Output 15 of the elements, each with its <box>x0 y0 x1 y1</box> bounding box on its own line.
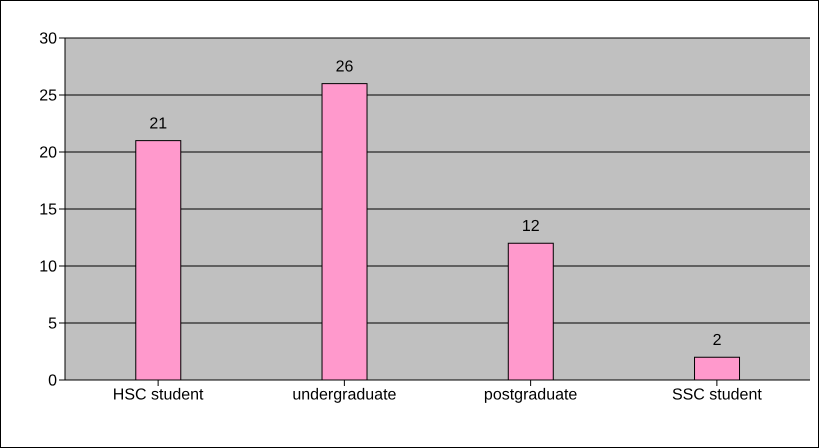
data-label: 21 <box>149 116 168 133</box>
y-tick-label: 25 <box>39 88 58 105</box>
y-tick-label: 5 <box>48 316 58 333</box>
x-tick-label: postgraduate <box>484 386 578 404</box>
x-tick-label: HSC student <box>112 386 204 404</box>
y-tick-label: 20 <box>39 144 58 162</box>
x-tick-label: SSC student <box>672 386 762 404</box>
y-tick-label: 30 <box>39 30 58 48</box>
y-tick-label: 0 <box>48 372 58 390</box>
data-label: 12 <box>522 218 540 236</box>
y-tick-label: 10 <box>39 258 58 276</box>
y-tick-label: 15 <box>39 202 58 219</box>
data-label: 26 <box>336 58 354 76</box>
x-tick-label: undergraduate <box>292 386 397 404</box>
data-label: 2 <box>712 332 722 350</box>
